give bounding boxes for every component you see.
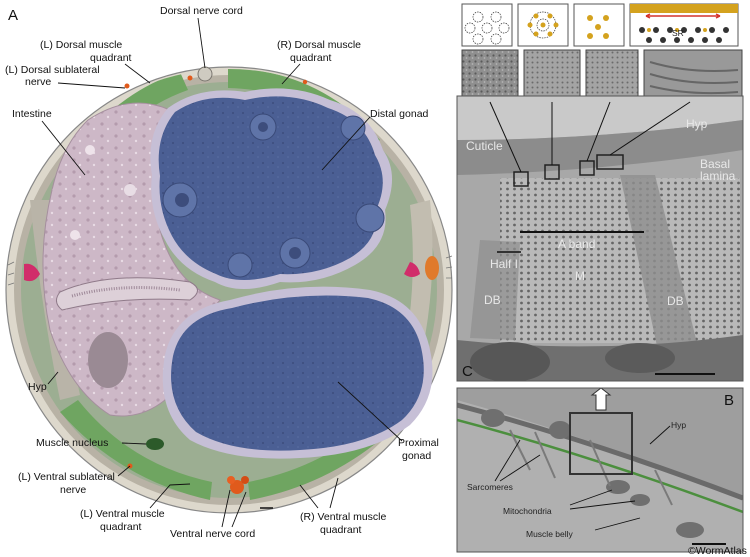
lattice-schematics: SR: [461, 3, 739, 47]
label-hyp-b: Hyp: [671, 420, 686, 430]
panel-b-micrograph: Hyp Sarcomeres Mitochondria Muscle belly…: [456, 387, 744, 553]
label-l-ventral-muscle-2: quadrant: [100, 521, 142, 533]
membrane-outline: [457, 418, 743, 514]
dense-body-right: [620, 175, 700, 360]
r-dorsal-muscle: [228, 69, 380, 150]
label-db-left: DB: [484, 293, 501, 307]
dorsal-nerve-cord: [197, 66, 213, 82]
label-sr: SR: [672, 28, 684, 38]
muscle-nucleus: [146, 438, 164, 450]
cross-section-diagram: [5, 66, 453, 514]
label-l-dorsal-muscle-2: quadrant: [90, 52, 132, 64]
dense-body-left: [470, 240, 520, 340]
label-basal-1: Basal: [700, 157, 730, 171]
myofilament-lattice: [500, 178, 740, 343]
cuticle-layer: [457, 96, 743, 140]
label-muscle-nucleus: Muscle nucleus: [36, 437, 108, 449]
zoom-box-b: [569, 412, 633, 475]
label-l-dorsal-sublateral-1: (L) Dorsal sublateral: [5, 64, 100, 76]
label-mitochondria: Mitochondria: [503, 506, 552, 516]
label-hyp: Hyp: [28, 381, 47, 393]
label-basal-2: lamina: [700, 169, 736, 183]
panel-a-label: A: [8, 7, 18, 24]
lateral-seam-right: [404, 262, 420, 277]
intestinal-lumen: [56, 277, 198, 311]
panel-c-micrograph: SR: [456, 3, 744, 382]
label-proximal-gonad-1: Proximal: [398, 437, 439, 449]
label-cuticle: Cuticle: [466, 139, 503, 153]
lateral-hyp-right: [395, 200, 433, 400]
label-l-ventral-sublateral-2: nerve: [60, 484, 86, 496]
label-db-right: DB: [667, 294, 684, 308]
label-l-ventral-muscle-1: (L) Ventral muscle: [80, 508, 165, 520]
label-sarcomeres: Sarcomeres: [467, 482, 513, 492]
panel-c-label: C: [462, 363, 473, 380]
intestine-nucleus: [88, 332, 128, 388]
label-half-i: Half I: [490, 257, 518, 271]
label-r-dorsal-muscle-1: (R) Dorsal muscle: [277, 39, 361, 51]
label-proximal-gonad-2: gonad: [402, 450, 431, 462]
credit-text: ©WormAtlas: [688, 545, 747, 557]
hyp-layer: [457, 120, 743, 175]
distal-gonad: [158, 96, 383, 280]
label-a-band: A band: [558, 237, 595, 251]
label-r-ventral-muscle-2: quadrant: [320, 524, 362, 536]
l-ventral-muscle: [60, 400, 212, 500]
arrow-up-icon: [590, 388, 612, 411]
panel-b-label: B: [724, 392, 734, 409]
ventral-nerve-cord: [227, 476, 249, 494]
panel-a-annotations: Dorsal nerve cord (L) Dorsal muscle quad…: [5, 5, 439, 540]
label-l-dorsal-muscle-1: (L) Dorsal muscle: [40, 39, 122, 51]
label-dorsal-nerve-cord: Dorsal nerve cord: [160, 5, 243, 17]
label-intestine: Intestine: [12, 108, 52, 120]
label-hyp-c: Hyp: [686, 117, 708, 131]
label-l-dorsal-sublateral-2: nerve: [25, 76, 51, 88]
label-l-ventral-sublateral-1: (L) Ventral sublateral: [18, 471, 115, 483]
muscle-belly-region: [457, 400, 743, 552]
label-m: M: [575, 269, 585, 283]
label-r-ventral-muscle-1: (R) Ventral muscle: [300, 511, 387, 523]
lateral-seam-left: [24, 263, 40, 282]
proximal-gonad: [171, 295, 424, 451]
label-muscle-belly: Muscle belly: [526, 529, 574, 539]
label-ventral-nerve-cord: Ventral nerve cord: [170, 528, 255, 540]
zoom-insets: [461, 49, 743, 101]
label-distal-gonad: Distal gonad: [370, 108, 429, 120]
label-r-dorsal-muscle-2: quadrant: [290, 52, 332, 64]
